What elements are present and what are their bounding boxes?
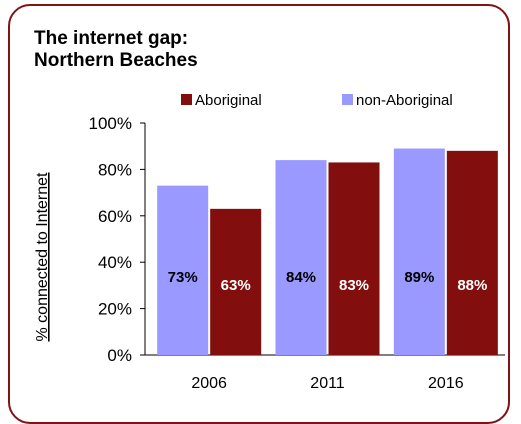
- y-tick-label: 40%: [98, 253, 132, 272]
- bar-chart: 0% 20% 40% 60% 80% 100% % connected to Interne…: [34, 92, 505, 392]
- y-axis-label: % connected to Internet: [34, 172, 51, 342]
- y-tick-label: 0%: [107, 346, 132, 365]
- y-tick-label: 80%: [98, 160, 132, 179]
- y-tick-label: 20%: [98, 300, 132, 319]
- x-tick-label: 2006: [191, 375, 227, 392]
- data-label: 83%: [339, 277, 369, 294]
- y-tick-label: 60%: [98, 207, 132, 226]
- bar-aboriginal-2011: [328, 162, 380, 355]
- bar-non-aboriginal-2016: [393, 148, 445, 355]
- chart-title: The internet gap: Northern Beaches: [34, 28, 198, 72]
- bar-non-aboriginal-2011: [275, 160, 327, 355]
- legend-label: Aboriginal: [195, 92, 262, 109]
- bar-aboriginal-2006: [210, 208, 262, 355]
- title-line-1: The internet gap:: [34, 28, 189, 49]
- x-tick-label: 2011: [310, 375, 345, 392]
- legend-swatch-aboriginal: [181, 94, 192, 105]
- data-label: 63%: [221, 277, 251, 294]
- bar-non-aboriginal-2006: [157, 185, 209, 355]
- legend-label: non-Aboriginal: [356, 92, 453, 109]
- data-label: 84%: [286, 269, 316, 286]
- data-label: 89%: [404, 269, 434, 286]
- title-line-2: Northern Beaches: [34, 50, 198, 71]
- y-tick-label: 100%: [89, 114, 132, 133]
- bar-aboriginal-2016: [446, 150, 498, 355]
- x-tick-label: 2016: [428, 375, 464, 392]
- legend-swatch-non-aboriginal: [342, 94, 353, 105]
- data-label: 88%: [457, 277, 487, 294]
- data-label: 73%: [168, 269, 198, 286]
